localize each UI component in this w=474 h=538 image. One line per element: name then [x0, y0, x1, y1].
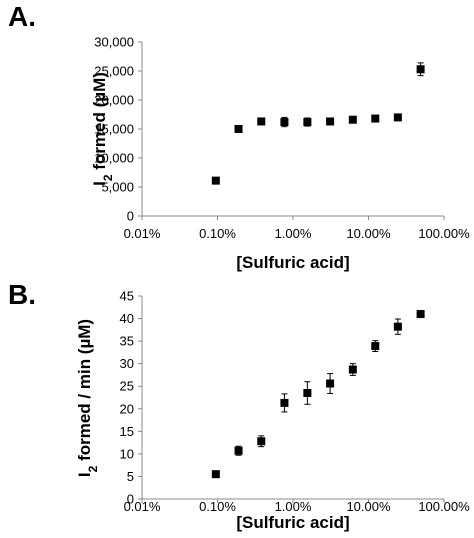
- y-tick-label: 40: [120, 311, 134, 326]
- y-tick-label: 10: [120, 446, 134, 461]
- x-tick-label: 0.01%: [124, 499, 161, 514]
- y-tick-label: 30,000: [94, 35, 134, 50]
- y-axis-label: I2 formed / min (µM): [75, 319, 100, 477]
- data-point: [280, 398, 289, 407]
- chart-panel-a: A. 0 5,000 10,000 15,000 20,000 25,000 30,000 0.…: [8, 1, 470, 272]
- y-tick-label: 45: [120, 289, 134, 304]
- data-point: [257, 117, 266, 126]
- data-point: [280, 118, 289, 127]
- x-tick-label: 100.00%: [418, 499, 470, 514]
- x-tick-label: 0.10%: [199, 226, 236, 241]
- chart-panel-b: B. 0 5 10 15 20 25 30 35 40 45 0.01% 0.10% 1.00% 10.00…: [8, 279, 470, 532]
- y-tick-label: 35: [120, 334, 134, 349]
- x-tick-label: 1.00%: [275, 499, 312, 514]
- x-axis-label: [Sulfuric acid]: [236, 253, 349, 272]
- data-point: [348, 115, 357, 124]
- y-tick-label: 25: [120, 379, 134, 394]
- y-axis-label-rest: formed / min (µM): [75, 319, 94, 466]
- data-point: [416, 310, 425, 319]
- y-tick-label: 0: [127, 209, 134, 224]
- y-tick-label: 30: [120, 356, 134, 371]
- x-tick-label: 10.00%: [346, 499, 391, 514]
- data-point: [326, 379, 335, 388]
- data-point: [234, 446, 243, 455]
- data-point: [326, 117, 335, 126]
- x-tick-label: 0.01%: [124, 226, 161, 241]
- y-axis-label: I2 formed (µM): [90, 72, 115, 186]
- data-point: [303, 388, 312, 397]
- y-tick-label: 5,000: [101, 180, 134, 195]
- data-point: [211, 176, 220, 185]
- data-point: [303, 118, 312, 127]
- x-axis-label: [Sulfuric acid]: [236, 513, 349, 532]
- y-tick-label: 10,000: [94, 151, 134, 166]
- y-tick-label: 15: [120, 424, 134, 439]
- data-point: [348, 365, 357, 374]
- x-tick-label: 0.10%: [199, 499, 236, 514]
- y-axis-label-subscript: 2: [101, 174, 115, 181]
- y-axis-label-main: I: [75, 472, 94, 477]
- data-point: [371, 342, 380, 351]
- y-tick-label: 15,000: [94, 122, 134, 137]
- data-point: [257, 437, 266, 446]
- panel-label: A.: [8, 1, 36, 32]
- y-axis-label-main: I: [90, 181, 109, 186]
- y-tick-label: 25,000: [94, 64, 134, 79]
- data-point: [234, 125, 243, 133]
- y-tick-label: 20: [120, 401, 134, 416]
- y-tick-label: 5: [127, 469, 134, 484]
- y-axis-label-rest: formed (µM): [90, 72, 109, 174]
- x-tick-label: 10.00%: [346, 226, 391, 241]
- data-point: [393, 113, 402, 122]
- data-point: [393, 322, 402, 331]
- y-tick-label: 20,000: [94, 93, 134, 108]
- y-axis-label-subscript: 2: [86, 465, 100, 472]
- x-tick-label: 100.00%: [418, 226, 470, 241]
- x-tick-label: 1.00%: [275, 226, 312, 241]
- y-tick-label: 0: [127, 492, 134, 507]
- data-point: [371, 114, 380, 123]
- data-point: [211, 470, 220, 479]
- panel-label: B.: [8, 279, 36, 310]
- data-point: [416, 65, 425, 74]
